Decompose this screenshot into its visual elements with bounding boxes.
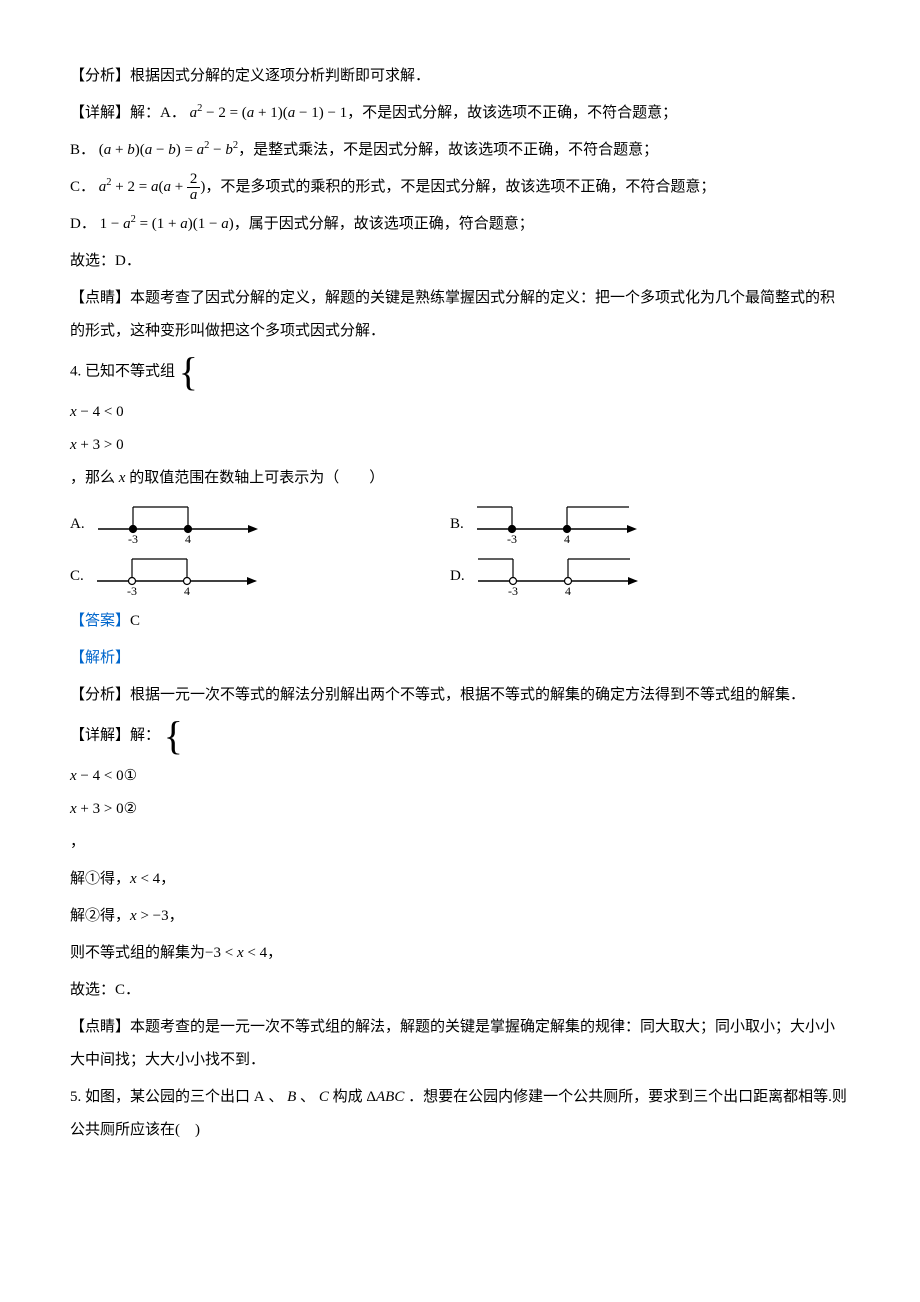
q4-system2: { [164,716,185,756]
label: C. [70,560,84,593]
after: ， [160,871,175,887]
q4-stem: 4. 已知不等式组 { [70,352,850,392]
triangle: ΔABC [366,1089,404,1105]
text: 本题考查了因式分解的定义，解题的关键是熟练掌握因式分解的定义：把一个多项式化为几… [70,290,835,339]
numline-D: -3 4 [473,553,643,599]
q4-conclusion: 故选：C． [70,974,850,1007]
text: 根据一元一次不等式的解法分别解出两个不等式，根据不等式的解集的确定方法得到不等式… [130,687,805,703]
q4-result: 则不等式组的解集为−3 < x < 4， [70,937,850,970]
p2: 构成 [333,1089,363,1105]
label: 【点睛】 [70,1019,130,1035]
q4-answer: 【答案】C [70,605,850,638]
after: ， [70,834,85,850]
varB: B [287,1089,296,1105]
label: 【分析】 [70,687,130,703]
q4-step2: 解②得，x > −3， [70,900,850,933]
q4-optA: A. -3 4 [70,501,450,547]
label: D. [450,560,465,593]
label: 【详解】 [70,105,130,121]
q3-optA: 【详解】解：A． a2 − 2 = (a + 1)(a − 1) − 1，不是因… [70,97,850,130]
q3-optC: C． a2 + 2 = a(a + 2a)，不是多项式的乘积的形式，不是因式分解… [70,171,850,204]
varA: A [254,1089,265,1105]
text: C [130,613,140,629]
svg-text:-3: -3 [127,584,137,598]
q4-row-CD: C. -3 4 D. -3 4 [70,553,850,599]
q3-optB: B． (a + b)(a − b) = a2 − b2，是整式乘法，不是因式分解… [70,134,850,167]
q3-optB-math: (a + b)(a − b) = a2 − b2 [99,142,238,158]
q4-point: 【点睛】本题考查的是一元一次不等式组的解法，解题的关键是掌握确定解集的规律：同大… [70,1011,850,1077]
q3-point: 【点睛】本题考查了因式分解的定义，解题的关键是熟练掌握因式分解的定义：把一个多项… [70,282,850,348]
svg-text:4: 4 [185,532,191,546]
frac-den: a [187,188,201,203]
after: ， [267,945,282,961]
prefix: 解①得， [70,871,130,887]
math: −3 < x < 4 [205,945,267,961]
prefix: 解： [130,727,160,743]
svg-text:-3: -3 [508,584,518,598]
label: 【分析】 [70,68,130,84]
prefix: B． [70,142,95,158]
q4-optD: D. -3 4 [450,553,830,599]
label: 【点睛】 [70,290,130,306]
svg-text:-3: -3 [507,532,517,546]
q3-analysis: 【分析】根据因式分解的定义逐项分析判断即可求解． [70,60,850,93]
varC: C [319,1089,329,1105]
svg-text:-3: -3 [128,532,138,546]
q4-jiexi: 【解析】 [70,642,850,675]
label: 【详解】 [70,727,130,743]
text: 本题考查的是一元一次不等式组的解法，解题的关键是掌握确定解集的规律：同大取大；同… [70,1019,835,1068]
q3-optD-math: 1 − a2 = (1 + a)(1 − a) [100,216,234,232]
q4-analysis: 【分析】根据一元一次不等式的解法分别解出两个不等式，根据不等式的解集的确定方法得… [70,679,850,712]
s2: 、 [296,1089,315,1105]
label: 【答案】 [70,613,130,629]
frac-num: 2 [187,172,201,188]
label: A. [70,508,85,541]
after: ，属于因式分解，故该选项正确，符合题意； [234,216,534,232]
q3-optA-math: a2 − 2 = (a + 1)(a − 1) − 1 [190,105,348,121]
prefix: 解：A． [130,105,186,121]
q3-optD: D． 1 − a2 = (1 + a)(1 − a)，属于因式分解，故该选项正确… [70,208,850,241]
prefix: C． [70,179,95,195]
prefix: 则不等式组的解集为 [70,945,205,961]
numline-A: -3 4 [93,501,263,547]
prefix: D． [70,216,96,232]
svg-text:4: 4 [184,584,190,598]
prefix: 4. 已知不等式组 [70,363,175,379]
q3-conclusion: 故选：D． [70,245,850,278]
after: ， [169,908,184,924]
numline-C: -3 4 [92,553,262,599]
prefix: 解②得， [70,908,130,924]
math: x < 4 [130,871,160,887]
p1: 5. 如图，某公园的三个出口 [70,1089,250,1105]
q4-system: { [179,352,200,392]
q5-stem: 5. 如图，某公园的三个出口 A 、 B 、 C 构成 ΔABC ．想要在公园内… [70,1081,850,1147]
q3-optC-math: a2 + 2 = a(a + 2a) [99,179,206,195]
text: 根据因式分解的定义逐项分析判断即可求解． [130,68,430,84]
numline-B: -3 4 [472,501,642,547]
s1: 、 [265,1089,284,1105]
after: ，不是因式分解，故该选项不正确，不符合题意； [347,105,677,121]
svg-text:4: 4 [564,532,570,546]
q4-detail: 【详解】解： { [70,716,850,756]
after: ，是整式乘法，不是因式分解，故该选项不正确，不符合题意； [238,142,658,158]
q4-row-AB: A. -3 4 B. -3 4 [70,501,850,547]
suffix2: 的取值范围在数轴上可表示为（ ） [125,470,384,486]
q4-step1: 解①得，x < 4， [70,863,850,896]
svg-text:4: 4 [565,584,571,598]
label: B. [450,508,464,541]
after: ，不是多项式的乘积的形式，不是因式分解，故该选项不正确，不符合题意； [205,179,715,195]
suffix1: ，那么 [70,470,119,486]
q4-optB: B. -3 4 [450,501,830,547]
math: x > −3 [130,908,169,924]
q4-optC: C. -3 4 [70,553,450,599]
